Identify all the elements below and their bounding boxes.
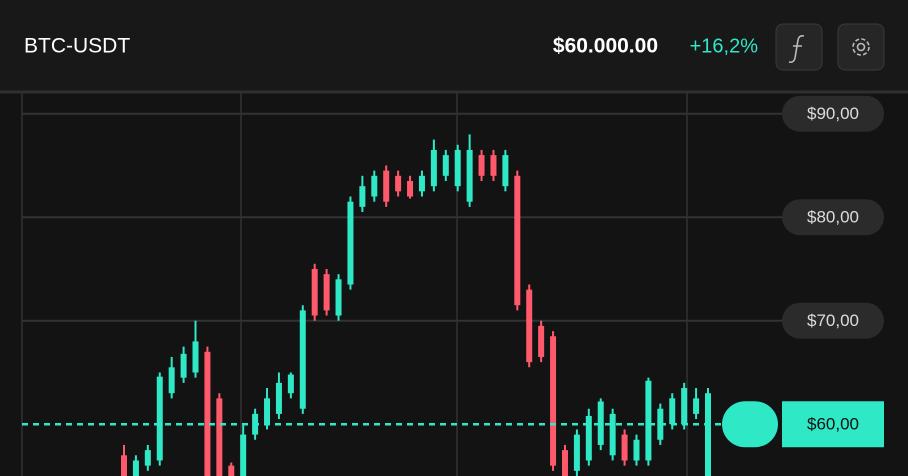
- candle-body: [693, 398, 700, 414]
- candle-body: [144, 450, 151, 466]
- candle-body: [442, 155, 449, 176]
- candle-body: [121, 455, 127, 476]
- candle-body: [216, 398, 223, 476]
- candle-body: [240, 434, 247, 476]
- candle-body: [156, 376, 163, 461]
- candle-body: [180, 353, 187, 378]
- candle-body: [502, 155, 509, 187]
- y-tick-pill: [782, 302, 884, 339]
- y-tick-pill: [782, 95, 884, 132]
- y-tick-pill: [782, 199, 884, 236]
- candle-body: [168, 367, 175, 394]
- candle-body: [287, 374, 294, 394]
- function-button[interactable]: [775, 23, 823, 71]
- candle-body: [395, 175, 402, 192]
- settings-icon: [852, 38, 870, 56]
- candle-body: [371, 175, 378, 197]
- y-tick-label: $90,00: [807, 104, 859, 123]
- candle-body: [323, 274, 330, 311]
- pair-title: BTC-USDT: [24, 35, 130, 58]
- candle-body: [561, 450, 568, 476]
- price-tag: [782, 401, 884, 448]
- candle-body: [264, 398, 271, 425]
- candle-body: [359, 186, 366, 207]
- candle-body: [550, 336, 557, 466]
- function-icon: [788, 35, 805, 63]
- header: [0, 0, 908, 91]
- candle-body: [454, 149, 461, 187]
- change: +16,2%: [690, 35, 759, 57]
- price: $60.000.00: [553, 35, 658, 58]
- candle-body: [609, 413, 616, 456]
- candle-body: [597, 401, 604, 445]
- candle-body: [418, 175, 425, 192]
- candle-body: [466, 149, 473, 202]
- candle-body: [275, 382, 282, 414]
- candle-body: [514, 175, 521, 306]
- candle-body: [681, 388, 688, 425]
- price-tag-label: $60,00: [807, 415, 859, 434]
- price-handle: [722, 401, 778, 448]
- candle-body: [705, 393, 711, 476]
- y-tick-label: $70,00: [807, 311, 859, 330]
- candle-body: [192, 341, 199, 373]
- candle-body: [335, 279, 342, 316]
- candle-body: [311, 268, 318, 316]
- candle-body: [407, 180, 414, 197]
- candle-body: [478, 155, 485, 176]
- candle-body: [204, 351, 211, 476]
- candle-body: [621, 434, 628, 461]
- candle-body: [228, 465, 235, 476]
- candle-body: [383, 170, 390, 202]
- y-tick-label: $80,00: [807, 208, 859, 227]
- candle-body: [585, 415, 592, 461]
- settings-button[interactable]: [837, 23, 885, 71]
- candle-body: [538, 325, 545, 357]
- candle-body: [347, 201, 354, 285]
- candle-body: [573, 434, 580, 471]
- candle-body: [132, 460, 139, 476]
- candle-body: [526, 289, 533, 363]
- candle-body: [490, 155, 497, 176]
- candle-body: [430, 149, 437, 187]
- candle-body: [645, 380, 652, 461]
- candle-body: [669, 398, 676, 425]
- candle-body: [633, 439, 640, 461]
- candle-body: [299, 310, 306, 409]
